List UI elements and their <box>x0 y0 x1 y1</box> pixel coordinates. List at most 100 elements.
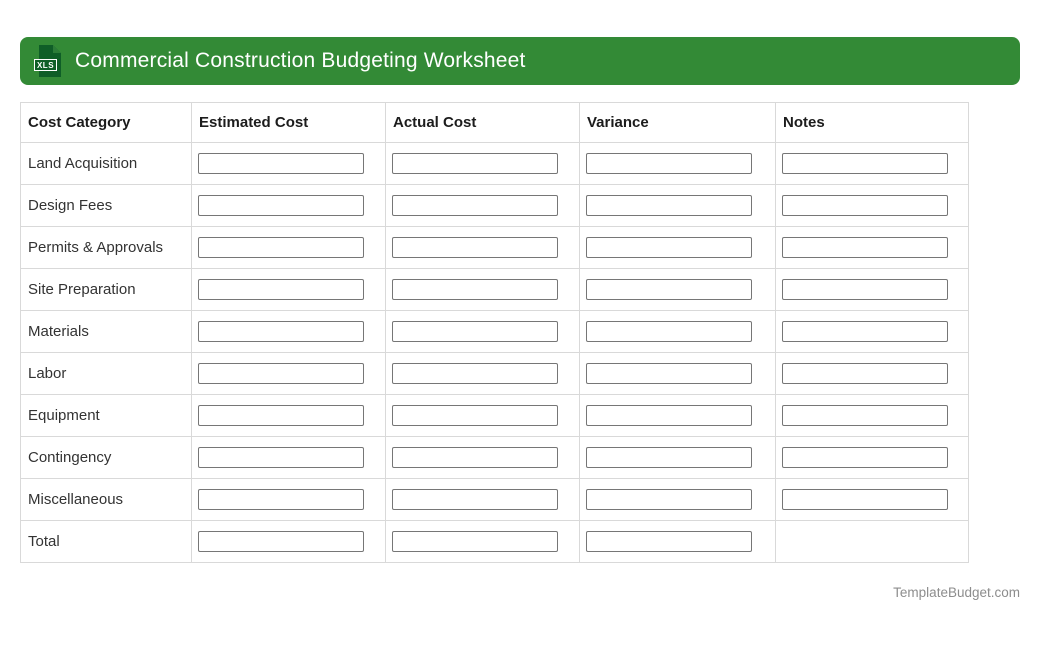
row-label: Equipment <box>20 394 192 437</box>
table-cell <box>579 436 776 479</box>
estimated-cost-input[interactable] <box>198 195 364 216</box>
actual-cost-input[interactable] <box>392 237 558 258</box>
table-cell <box>775 352 969 395</box>
variance-input[interactable] <box>586 279 752 300</box>
xls-file-icon: XLS <box>34 45 61 77</box>
notes-input[interactable] <box>782 447 948 468</box>
table-cell <box>579 268 776 311</box>
table-cell <box>775 394 969 437</box>
actual-cost-input[interactable] <box>392 489 558 510</box>
table-cell <box>775 310 969 353</box>
estimated-cost-input[interactable] <box>198 237 364 258</box>
actual-cost-input[interactable] <box>392 447 558 468</box>
column-header: Estimated Cost <box>191 102 386 143</box>
table-cell <box>775 268 969 311</box>
estimated-cost-input[interactable] <box>198 363 364 384</box>
table-cell <box>385 310 580 353</box>
table-cell <box>385 436 580 479</box>
estimated-cost-input[interactable] <box>198 405 364 426</box>
table-row: Permits & Approvals <box>20 226 969 269</box>
notes-input[interactable] <box>782 153 948 174</box>
actual-cost-input[interactable] <box>392 153 558 174</box>
column-header: Actual Cost <box>385 102 580 143</box>
notes-input[interactable] <box>782 279 948 300</box>
notes-input[interactable] <box>782 405 948 426</box>
estimated-cost-input[interactable] <box>198 531 364 552</box>
row-label: Materials <box>20 310 192 353</box>
notes-input[interactable] <box>782 489 948 510</box>
table-cell <box>579 142 776 185</box>
table-cell <box>191 394 386 437</box>
table-cell <box>579 394 776 437</box>
notes-input[interactable] <box>782 195 948 216</box>
table-cell <box>579 310 776 353</box>
row-label: Contingency <box>20 436 192 479</box>
notes-input[interactable] <box>782 363 948 384</box>
table-row: Contingency <box>20 436 969 479</box>
table-cell <box>191 226 386 269</box>
table-row: Equipment <box>20 394 969 437</box>
table-cell <box>191 352 386 395</box>
estimated-cost-input[interactable] <box>198 489 364 510</box>
row-label: Land Acquisition <box>20 142 192 185</box>
table-cell <box>191 310 386 353</box>
estimated-cost-input[interactable] <box>198 321 364 342</box>
table-row: Materials <box>20 310 969 353</box>
xls-badge-label: XLS <box>37 61 54 70</box>
table-row: Design Fees <box>20 184 969 227</box>
variance-input[interactable] <box>586 531 752 552</box>
variance-input[interactable] <box>586 321 752 342</box>
variance-input[interactable] <box>586 195 752 216</box>
table-cell <box>191 478 386 521</box>
actual-cost-input[interactable] <box>392 405 558 426</box>
table-cell <box>191 142 386 185</box>
estimated-cost-input[interactable] <box>198 279 364 300</box>
title-banner: XLS Commercial Construction Budgeting Wo… <box>20 37 1020 85</box>
column-header: Notes <box>775 102 969 143</box>
actual-cost-input[interactable] <box>392 531 558 552</box>
row-label: Total <box>20 520 192 563</box>
table-cell <box>579 184 776 227</box>
table-cell <box>385 184 580 227</box>
estimated-cost-input[interactable] <box>198 153 364 174</box>
table-cell <box>385 352 580 395</box>
worksheet-table-container: Cost Category Estimated Cost Actual Cost Va… <box>20 102 1020 563</box>
page-container: XLS Commercial Construction Budgeting Wo… <box>20 37 1020 600</box>
row-label: Labor <box>20 352 192 395</box>
xls-badge <box>34 59 57 71</box>
table-row: Labor <box>20 352 969 395</box>
table-row: Total <box>20 520 969 563</box>
table-cell <box>775 478 969 521</box>
variance-input[interactable] <box>586 363 752 384</box>
table-cell <box>385 268 580 311</box>
table-cell <box>579 520 776 563</box>
table-cell <box>385 478 580 521</box>
notes-input[interactable] <box>782 237 948 258</box>
table-cell <box>579 478 776 521</box>
estimated-cost-input[interactable] <box>198 447 364 468</box>
variance-input[interactable] <box>586 447 752 468</box>
table-cell <box>191 436 386 479</box>
actual-cost-input[interactable] <box>392 321 558 342</box>
variance-input[interactable] <box>586 153 752 174</box>
variance-input[interactable] <box>586 237 752 258</box>
notes-input[interactable] <box>782 321 948 342</box>
table-cell <box>191 184 386 227</box>
row-label: Permits & Approvals <box>20 226 192 269</box>
file-fold <box>53 45 61 53</box>
variance-input[interactable] <box>586 489 752 510</box>
table-cell <box>579 226 776 269</box>
table-row: Land Acquisition <box>20 142 969 185</box>
actual-cost-input[interactable] <box>392 195 558 216</box>
table-cell <box>775 520 969 563</box>
actual-cost-input[interactable] <box>392 363 558 384</box>
worksheet-table: Cost Category Estimated Cost Actual Cost Va… <box>20 102 969 563</box>
table-cell <box>385 520 580 563</box>
table-row: Miscellaneous <box>20 478 969 521</box>
table-cell <box>775 436 969 479</box>
table-cell <box>191 520 386 563</box>
variance-input[interactable] <box>586 405 752 426</box>
actual-cost-input[interactable] <box>392 279 558 300</box>
table-cell <box>775 142 969 185</box>
page-title: Commercial Construction Budgeting Worksh… <box>75 49 526 72</box>
